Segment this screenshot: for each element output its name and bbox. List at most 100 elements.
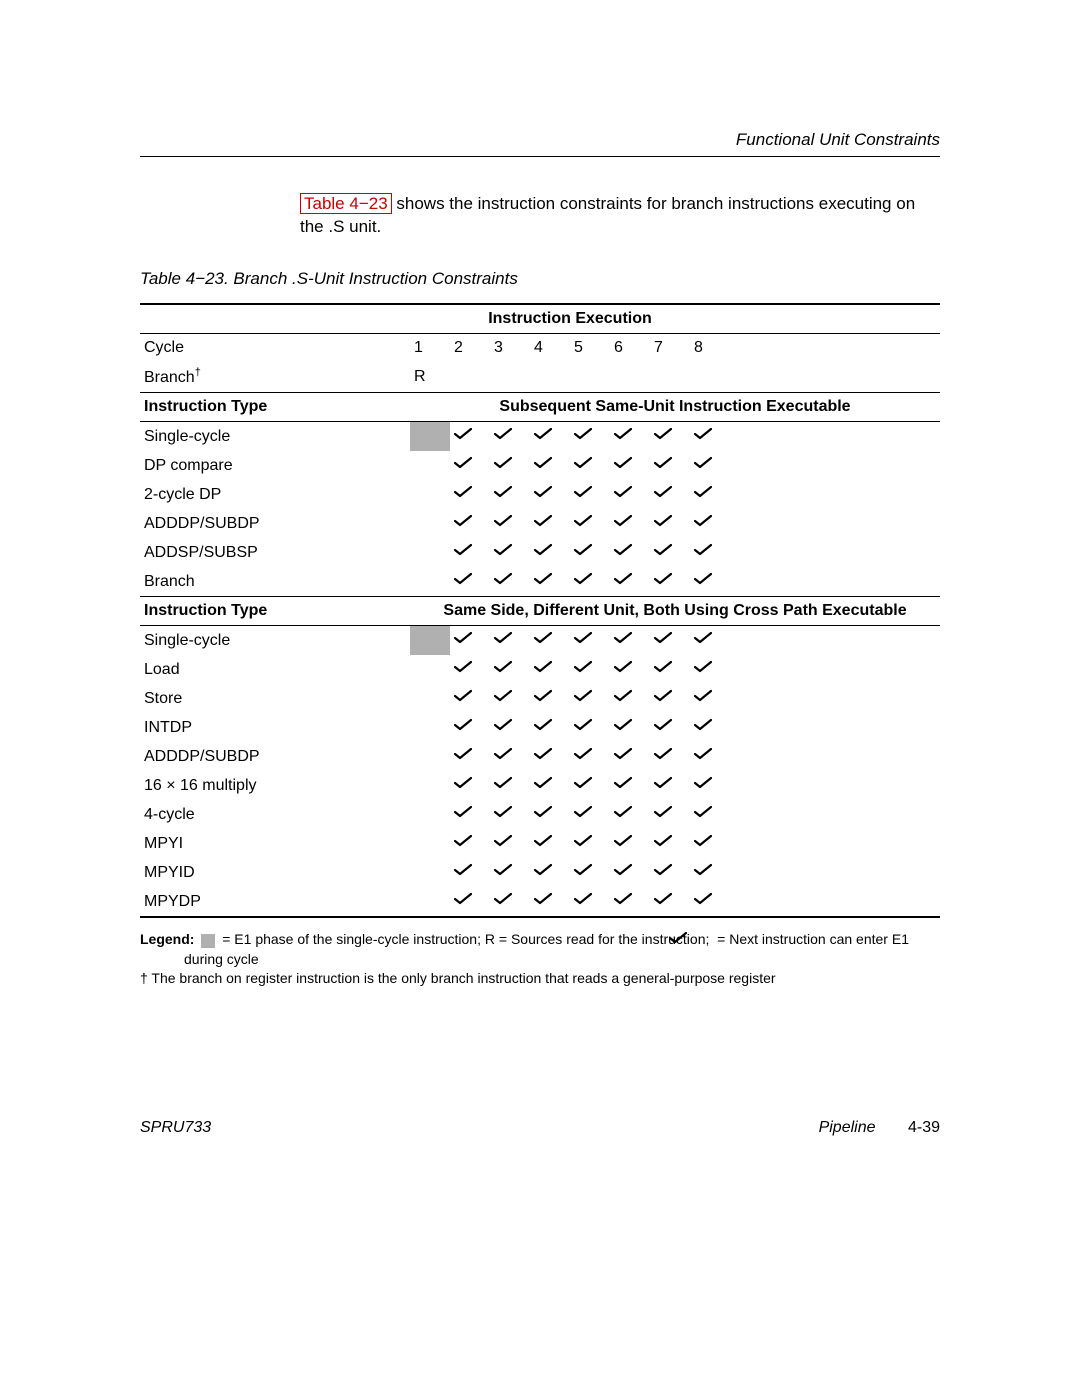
section-right-header: Same Side, Different Unit, Both Using Cr… bbox=[443, 602, 906, 619]
check-icon bbox=[534, 776, 552, 790]
legend: Legend: = E1 phase of the single-cycle i… bbox=[140, 930, 940, 988]
check-icon bbox=[654, 427, 672, 441]
section-title: Functional Unit Constraints bbox=[140, 130, 940, 150]
row-label: Load bbox=[144, 661, 180, 678]
check-icon bbox=[454, 543, 472, 557]
check-icon bbox=[454, 427, 472, 441]
check-icon bbox=[614, 776, 632, 790]
check-icon bbox=[534, 427, 552, 441]
check-icon bbox=[574, 427, 592, 441]
constraints-table: Instruction ExecutionCycle12345678Branch… bbox=[140, 303, 940, 918]
check-icon bbox=[654, 805, 672, 819]
check-icon bbox=[614, 572, 632, 586]
cycle-num: 3 bbox=[494, 339, 503, 356]
check-icon bbox=[614, 427, 632, 441]
check-icon bbox=[494, 689, 512, 703]
check-icon bbox=[614, 514, 632, 528]
branch-label: Branch† bbox=[144, 369, 201, 386]
row-label: 4-cycle bbox=[144, 806, 195, 823]
check-icon bbox=[574, 485, 592, 499]
check-icon bbox=[694, 689, 712, 703]
row-label: DP compare bbox=[144, 457, 233, 474]
intro-paragraph: Table 4−23 shows the instruction constra… bbox=[300, 193, 940, 239]
check-icon bbox=[654, 572, 672, 586]
cycle-num: 4 bbox=[534, 339, 543, 356]
check-icon bbox=[574, 572, 592, 586]
check-icon bbox=[454, 485, 472, 499]
check-icon bbox=[654, 456, 672, 470]
row-label: Store bbox=[144, 690, 182, 707]
row-label: 2-cycle DP bbox=[144, 486, 221, 503]
check-icon bbox=[654, 892, 672, 906]
legend-shaded-box-icon bbox=[201, 934, 215, 948]
check-icon bbox=[574, 776, 592, 790]
check-icon bbox=[534, 485, 552, 499]
check-icon bbox=[534, 747, 552, 761]
check-icon bbox=[574, 660, 592, 674]
check-icon bbox=[654, 776, 672, 790]
check-icon bbox=[534, 543, 552, 557]
check-icon bbox=[454, 805, 472, 819]
check-icon bbox=[454, 514, 472, 528]
check-icon bbox=[614, 485, 632, 499]
check-icon bbox=[654, 747, 672, 761]
check-icon bbox=[574, 834, 592, 848]
check-icon bbox=[614, 892, 632, 906]
check-icon bbox=[574, 747, 592, 761]
check-icon bbox=[654, 631, 672, 645]
cycle-num: 1 bbox=[414, 339, 423, 356]
check-icon bbox=[574, 689, 592, 703]
check-icon bbox=[694, 863, 712, 877]
check-icon bbox=[574, 631, 592, 645]
check-icon bbox=[454, 834, 472, 848]
check-icon bbox=[494, 543, 512, 557]
check-icon bbox=[694, 660, 712, 674]
check-icon bbox=[574, 892, 592, 906]
cycle-num: 8 bbox=[694, 339, 703, 356]
header-rule bbox=[140, 156, 940, 157]
check-icon bbox=[574, 514, 592, 528]
check-icon bbox=[694, 427, 712, 441]
check-icon bbox=[534, 718, 552, 732]
row-label: ADDDP/SUBDP bbox=[144, 748, 260, 765]
check-icon bbox=[694, 572, 712, 586]
row-label: MPYID bbox=[144, 864, 195, 881]
row-label: Single-cycle bbox=[144, 632, 230, 649]
check-icon bbox=[494, 892, 512, 906]
intro-rest: shows the instruction constraints for br… bbox=[300, 194, 915, 236]
check-icon bbox=[654, 514, 672, 528]
check-icon bbox=[654, 718, 672, 732]
check-icon bbox=[534, 805, 552, 819]
check-icon bbox=[494, 631, 512, 645]
check-icon bbox=[694, 514, 712, 528]
check-icon bbox=[454, 689, 472, 703]
check-icon bbox=[494, 718, 512, 732]
check-icon bbox=[694, 747, 712, 761]
row-label: Single-cycle bbox=[144, 428, 230, 445]
check-icon bbox=[534, 660, 552, 674]
footer-doc-id: SPRU733 bbox=[140, 1119, 211, 1137]
legend-part1: = E1 phase of the single-cycle instructi… bbox=[218, 931, 713, 947]
check-icon bbox=[534, 572, 552, 586]
legend-dagger-note: † The branch on register instruction is … bbox=[140, 969, 940, 988]
table-reference-link[interactable]: Table 4−23 bbox=[300, 193, 392, 214]
check-icon bbox=[614, 456, 632, 470]
check-icon bbox=[494, 863, 512, 877]
check-icon bbox=[494, 456, 512, 470]
check-icon bbox=[574, 805, 592, 819]
table-caption: Table 4−23. Branch .S-Unit Instruction C… bbox=[140, 269, 940, 289]
check-icon bbox=[454, 718, 472, 732]
footer-page-number: 4-39 bbox=[908, 1119, 940, 1136]
row-label: Branch bbox=[144, 573, 195, 590]
section-left-header: Instruction Type bbox=[144, 602, 267, 619]
check-icon bbox=[454, 456, 472, 470]
row-label: ADDSP/SUBSP bbox=[144, 544, 258, 561]
check-icon bbox=[614, 834, 632, 848]
check-icon bbox=[454, 631, 472, 645]
check-icon bbox=[574, 863, 592, 877]
check-icon bbox=[694, 805, 712, 819]
check-icon bbox=[654, 834, 672, 848]
check-icon bbox=[534, 892, 552, 906]
footer-chapter: Pipeline bbox=[819, 1119, 876, 1136]
check-icon bbox=[694, 631, 712, 645]
